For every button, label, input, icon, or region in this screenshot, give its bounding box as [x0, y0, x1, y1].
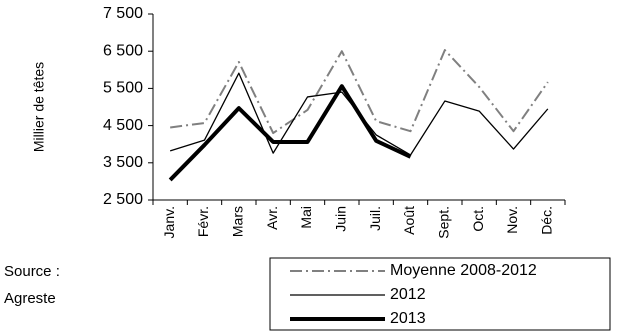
source-text: Source :: [4, 263, 60, 280]
x-tick-label: Juin: [333, 206, 349, 232]
series-line: [170, 49, 549, 135]
legend-label: 2012: [390, 286, 426, 303]
y-tick-label: 4 500: [103, 117, 143, 134]
x-tick-label: Mars: [230, 206, 246, 237]
y-tick-label: 6 500: [103, 42, 143, 59]
legend-label: 2013: [390, 310, 426, 327]
x-tick-label: Oct.: [470, 206, 486, 232]
x-tick-label: Avr.: [264, 206, 280, 230]
x-tick-label: Janv.: [161, 206, 177, 238]
y-axis-label: Millier de têtes: [31, 62, 47, 152]
series-line: [168, 84, 412, 182]
source-text: Agreste: [4, 290, 56, 307]
y-tick-label: 5 500: [103, 80, 143, 97]
x-tick-label: Nov.: [504, 206, 520, 234]
x-tick-label: Août: [401, 206, 417, 235]
legend-label: Moyenne 2008-2012: [390, 262, 537, 279]
x-tick-label: Sept.: [436, 206, 452, 239]
x-tick-label: Févr.: [195, 206, 211, 237]
x-tick-label: Déc.: [539, 206, 555, 235]
y-tick-label: 3 500: [103, 154, 143, 171]
y-tick-label: 2 500: [103, 191, 143, 208]
x-tick-label: Mai: [298, 206, 314, 229]
x-tick-label: Juil.: [367, 206, 383, 231]
y-tick-label: 7 500: [103, 5, 143, 22]
